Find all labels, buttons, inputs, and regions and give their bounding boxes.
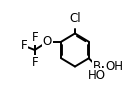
Text: HO: HO — [88, 69, 106, 82]
Text: F: F — [31, 56, 38, 69]
Text: OH: OH — [105, 60, 123, 73]
Text: Cl: Cl — [69, 12, 81, 25]
Text: O: O — [43, 35, 52, 48]
Text: F: F — [20, 39, 27, 52]
Text: F: F — [31, 31, 38, 44]
Text: B: B — [93, 60, 101, 73]
